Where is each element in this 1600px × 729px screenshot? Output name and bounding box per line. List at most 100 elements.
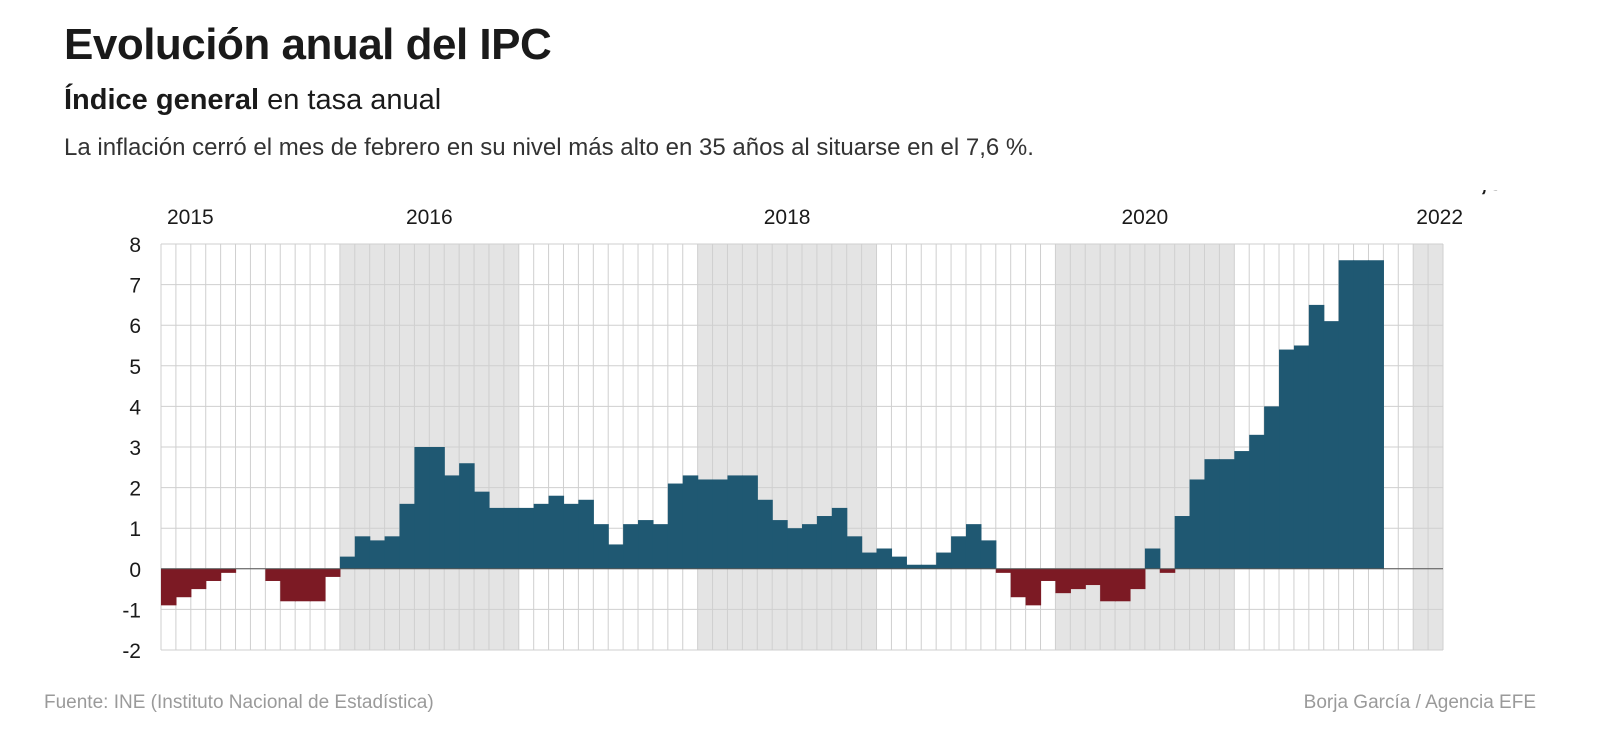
bar-2016-11 — [488, 507, 505, 569]
bar-2015-04 — [205, 568, 222, 581]
bar-2021-09 — [1353, 260, 1370, 569]
bar-2018-09 — [816, 516, 833, 569]
bar-2019-09 — [995, 568, 1012, 573]
bar-2017-09 — [638, 520, 654, 569]
bar-2017-02 — [533, 503, 550, 569]
bar-2020-04 — [1100, 568, 1116, 602]
bar-2016-04 — [384, 536, 401, 569]
bar-2015-01 — [161, 568, 177, 606]
bar-2018-10 — [831, 507, 848, 569]
ipc-bar-chart: -2 -1 0 1 2 3 4 5 6 7 8 2015 2016 2018 2020 2022 7,6Feb — [122, 190, 1511, 663]
year-label-2020: 2020 — [1122, 206, 1169, 229]
bar-2020-11 — [1204, 459, 1220, 569]
bar-2016-02 — [354, 536, 371, 569]
bar-2019-07 — [965, 524, 982, 569]
chart-description: La inflación cerró el mes de febrero en … — [64, 134, 1034, 161]
bar-2019-02 — [891, 556, 907, 569]
bar-2020-03 — [1085, 568, 1101, 586]
bar-2019-06 — [951, 536, 967, 569]
bar-2020-05 — [1115, 568, 1131, 602]
bar-2021-08 — [1338, 260, 1355, 569]
bar-2018-07 — [787, 528, 803, 569]
bar-2018-02 — [712, 479, 729, 569]
bar-2021-05 — [1293, 345, 1310, 569]
bar-2021-01 — [1234, 451, 1250, 569]
bar-2016-12 — [503, 507, 520, 569]
bar-2018-11 — [846, 536, 863, 569]
chart-title: Evolución anual del IPC — [64, 20, 552, 69]
bar-2015-11 — [310, 568, 326, 602]
bar-2015-10 — [295, 568, 311, 602]
bar-2015-12 — [324, 568, 341, 577]
bar-2016-06 — [414, 447, 430, 569]
bar-2016-01 — [339, 556, 356, 569]
bar-2015-03 — [190, 568, 207, 590]
annotation-month: Feb — [1471, 190, 1511, 195]
bar-2016-07 — [429, 447, 445, 569]
y-tick-label: -1 — [122, 599, 141, 622]
bar-2020-09 — [1174, 516, 1191, 569]
bar-2018-04 — [742, 475, 758, 569]
bar-2021-04 — [1279, 349, 1295, 569]
source-note: Fuente: INE (Instituto Nacional de Estad… — [44, 692, 434, 713]
year-label-2015: 2015 — [167, 206, 214, 229]
bar-2019-04 — [921, 564, 937, 569]
year-label-2016: 2016 — [406, 206, 453, 229]
bar-2018-06 — [772, 520, 788, 569]
bar-2016-03 — [369, 540, 386, 569]
bar-2021-10 — [1368, 260, 1384, 569]
bar-2016-05 — [399, 503, 416, 569]
bar-2015-09 — [280, 568, 296, 602]
bar-2019-10 — [1010, 568, 1027, 598]
bar-2016-09 — [459, 463, 475, 569]
bar-2017-04 — [563, 503, 579, 569]
y-tick-label: 1 — [129, 518, 141, 541]
bar-2020-10 — [1189, 479, 1206, 569]
y-tick-label: 4 — [129, 396, 141, 419]
bar-2019-05 — [936, 552, 952, 569]
bar-2021-07 — [1323, 321, 1340, 569]
annotation-value: 7,6 — [1465, 190, 1503, 196]
credit-note: Borja García / Agencia EFE — [1303, 692, 1536, 713]
bar-2018-08 — [802, 524, 818, 569]
subtitle-rest: en tasa anual — [259, 84, 442, 116]
subtitle-bold: Índice general — [64, 84, 260, 116]
bar-2017-01 — [518, 507, 535, 569]
bar-2018-12 — [861, 552, 878, 569]
y-tick-label: 8 — [129, 234, 141, 257]
bar-2017-07 — [608, 544, 624, 569]
chart-subtitle: Índice general en tasa anual — [64, 84, 441, 117]
bar-2020-12 — [1219, 459, 1235, 569]
bar-2017-11 — [667, 483, 684, 569]
bar-2017-08 — [623, 524, 639, 569]
bar-2017-06 — [593, 524, 609, 569]
y-tick-label: -2 — [122, 640, 141, 663]
y-tick-label: 3 — [129, 437, 141, 460]
bar-2017-12 — [682, 475, 699, 569]
bar-2019-03 — [906, 564, 922, 569]
bar-2017-10 — [652, 524, 669, 569]
y-tick-label: 0 — [129, 559, 141, 582]
bar-2015-05 — [220, 568, 237, 573]
bar-2021-02 — [1249, 434, 1265, 569]
bar-2017-05 — [578, 499, 594, 569]
y-tick-label: 2 — [129, 478, 141, 501]
bar-2016-08 — [444, 475, 460, 569]
bar-2015-02 — [175, 568, 192, 598]
bar-2020-01 — [1055, 568, 1071, 594]
bar-2017-03 — [548, 495, 565, 569]
bar-2020-02 — [1070, 568, 1086, 590]
bar-2019-01 — [876, 548, 893, 569]
bar-2018-01 — [697, 479, 714, 569]
year-label-2022: 2022 — [1416, 206, 1463, 229]
bar-2021-06 — [1308, 304, 1325, 569]
year-label-2018: 2018 — [764, 206, 811, 229]
bar-2021-03 — [1264, 406, 1280, 569]
bar-2020-07 — [1144, 548, 1161, 569]
y-tick-label: 5 — [129, 356, 141, 379]
bar-2019-12 — [1040, 568, 1057, 581]
bar-2016-10 — [474, 491, 490, 569]
bar-2018-05 — [757, 499, 773, 569]
y-tick-label: 6 — [129, 315, 141, 338]
bar-2018-03 — [727, 475, 743, 569]
